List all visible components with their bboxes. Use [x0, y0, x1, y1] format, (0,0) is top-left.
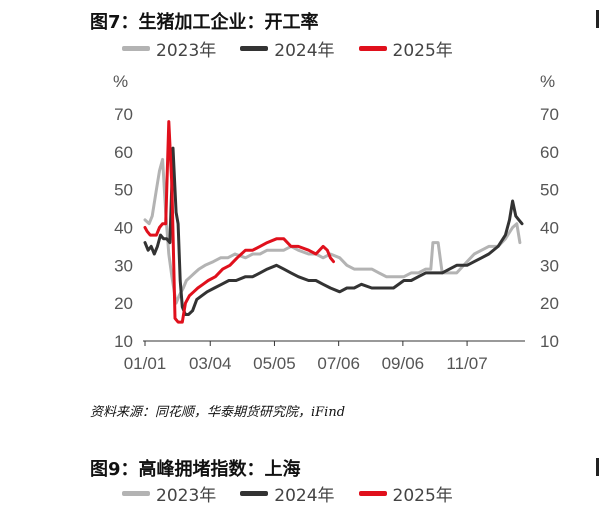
legend-item-2: 2024年: [240, 36, 335, 61]
legend2-swatch-3: [358, 491, 387, 496]
legend-item-1: 2023年: [122, 36, 216, 61]
y-tick-right-10: 10: [540, 332, 559, 351]
y-tick-right-50: 50: [540, 181, 559, 200]
legend2-label-1: 2023年: [156, 486, 217, 506]
x-tick-label-6: 11/07: [446, 354, 487, 373]
chart-legend: 2023年 2024年 2025年: [122, 36, 453, 61]
right-edge-mark-top: [596, 10, 599, 28]
legend2-item-3: 2025年: [358, 481, 453, 506]
legend2-item-1: 2023年: [122, 481, 216, 506]
x-tick-label-5: 09/06: [382, 354, 425, 373]
y-tick-left-10: 10: [114, 332, 133, 351]
series-line-1: [143, 157, 522, 305]
y-tick-right-60: 60: [540, 143, 559, 162]
x-tick-label-1: 01/01: [124, 354, 167, 373]
second-chart-title: 图9：高峰拥堵指数：上海: [90, 459, 301, 480]
x-tick-label-2: 03/04: [189, 354, 232, 373]
y-tick-right-20: 20: [540, 294, 559, 313]
y-unit-right: %: [540, 72, 555, 91]
right-edge-mark-bottom: [596, 458, 599, 476]
line-chart: 10 10 20 20 30 30 40 40 50 50 60 60 70 70% % 01/01 03/04…: [113, 72, 559, 373]
chart-title: 图7：生猪加工企业：开工率: [90, 12, 319, 33]
y-tick-left-60: 60: [114, 143, 133, 162]
y-tick-left-50: 50: [114, 181, 133, 200]
legend2-label-2: 2024年: [274, 486, 335, 506]
y-unit-left: %: [113, 72, 128, 91]
legend-label-3: 2025年: [392, 41, 453, 61]
y-tick-left-20: 20: [114, 294, 133, 313]
y-tick-left-40: 40: [114, 219, 133, 238]
legend2-label-3: 2025年: [392, 486, 453, 506]
second-chart-legend: 2023年 2024年 2025年: [122, 481, 453, 506]
legend-swatch-1: [122, 46, 150, 51]
legend2-swatch-2: [240, 491, 269, 496]
y-tick-right-30: 30: [540, 256, 559, 275]
y-tick-left-70: 70: [114, 105, 133, 124]
x-tick-label-3: 05/05: [253, 354, 296, 373]
legend-swatch-2: [240, 46, 269, 51]
legend-label-1: 2023年: [156, 41, 217, 61]
legend-swatch-3: [358, 46, 387, 51]
legend-item-3: 2025年: [358, 36, 453, 61]
x-tick-label-4: 07/06: [317, 354, 360, 373]
y-tick-right-70: 70: [540, 105, 559, 124]
series-line-3: [143, 120, 335, 324]
y-tick-left-30: 30: [114, 256, 133, 275]
legend2-swatch-1: [122, 491, 150, 496]
legend2-item-2: 2024年: [240, 481, 335, 506]
y-tick-right-40: 40: [540, 219, 559, 238]
series-line-2: [143, 146, 524, 316]
source-note: 资料来源：同花顺，华泰期货研究院，iFind: [90, 405, 346, 420]
legend-label-2: 2024年: [274, 41, 335, 61]
